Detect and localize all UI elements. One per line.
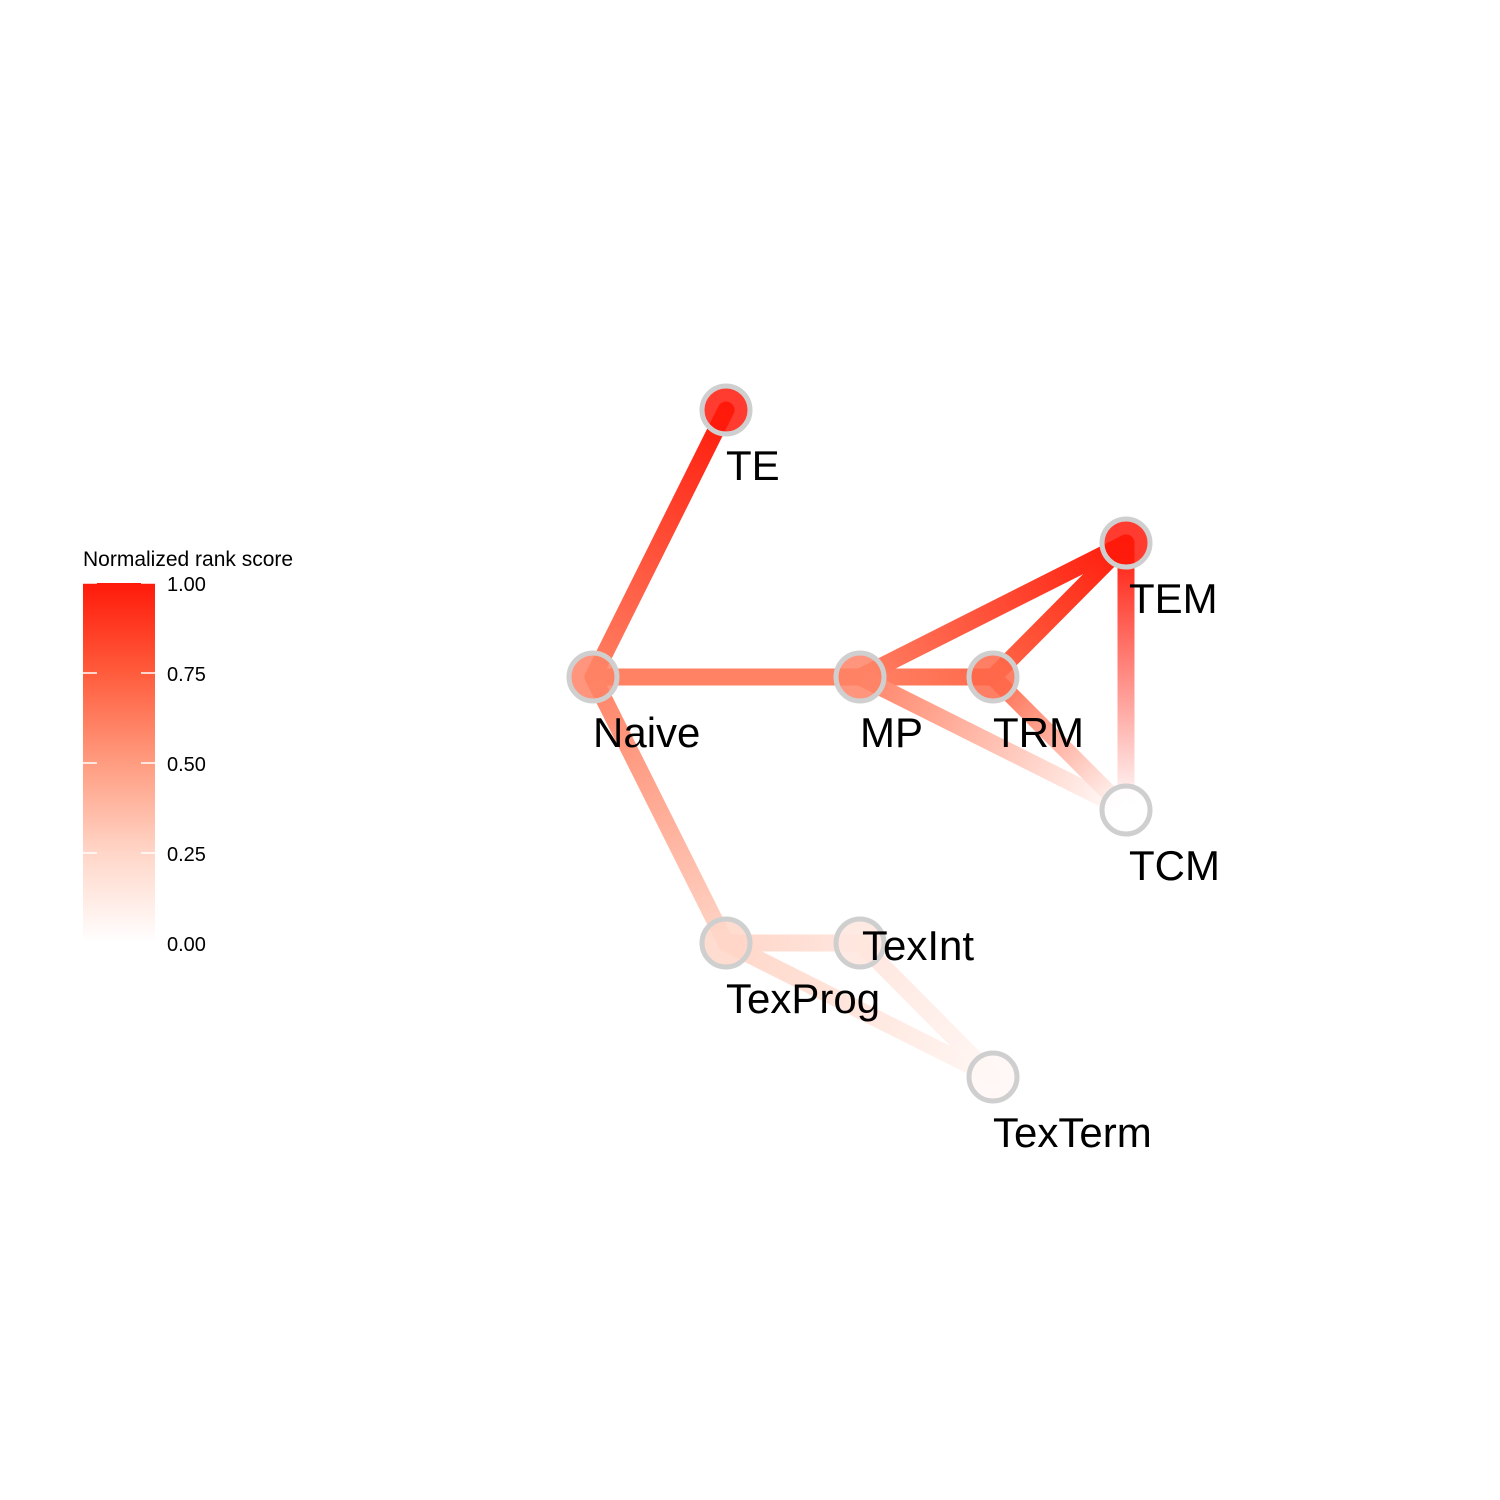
node-label-texterm: TexTerm (993, 1109, 1152, 1156)
node-mp (833, 650, 887, 704)
legend-tick-label: 1.00 (167, 574, 206, 596)
edge-texprog-texterm (717, 934, 1002, 1086)
legend-title: Normalized rank score (83, 548, 293, 571)
edge-trm-tcm (984, 668, 1135, 819)
legend-tick-label: 0.50 (167, 754, 206, 776)
node-label-trm: TRM (993, 709, 1084, 756)
node-labels: TE Naive MP TRM TEM TCM TexProg TexInt TexTerm (593, 442, 1220, 1156)
node-texterm (966, 1050, 1020, 1104)
node-te (699, 383, 753, 437)
edge-naive-te (584, 401, 735, 686)
node-tcm (1099, 783, 1153, 837)
node-label-tcm: TCM (1129, 842, 1220, 889)
nodes (566, 383, 1153, 1104)
node-texprog (699, 916, 753, 970)
edge-mp-tem (851, 534, 1135, 686)
node-label-te: TE (726, 442, 780, 489)
edge-trm-tem (984, 534, 1135, 686)
edge-naive-texprog (584, 668, 735, 952)
legend-tick-label: 0.00 (167, 934, 206, 956)
node-tem (1099, 516, 1153, 570)
edges (584, 401, 1135, 1086)
edge-mp-tcm (851, 668, 1135, 819)
node-naive (566, 650, 620, 704)
node-label-texint: TexInt (862, 922, 974, 969)
node-label-mp: MP (860, 709, 923, 756)
legend: Normalized rank score 1.00 0.75 0.50 0.2… (83, 548, 293, 956)
edge-texint-texterm (851, 934, 1002, 1086)
node-trm (966, 650, 1020, 704)
node-label-tem: TEM (1129, 575, 1218, 622)
legend-tick-label: 0.25 (167, 844, 206, 866)
node-texint (833, 916, 887, 970)
node-label-texprog: TexProg (726, 975, 880, 1022)
legend-tick-label: 0.75 (167, 664, 206, 686)
node-label-naive: Naive (593, 709, 700, 756)
legend-ticks: 1.00 0.75 0.50 0.25 0.00 (83, 574, 206, 956)
